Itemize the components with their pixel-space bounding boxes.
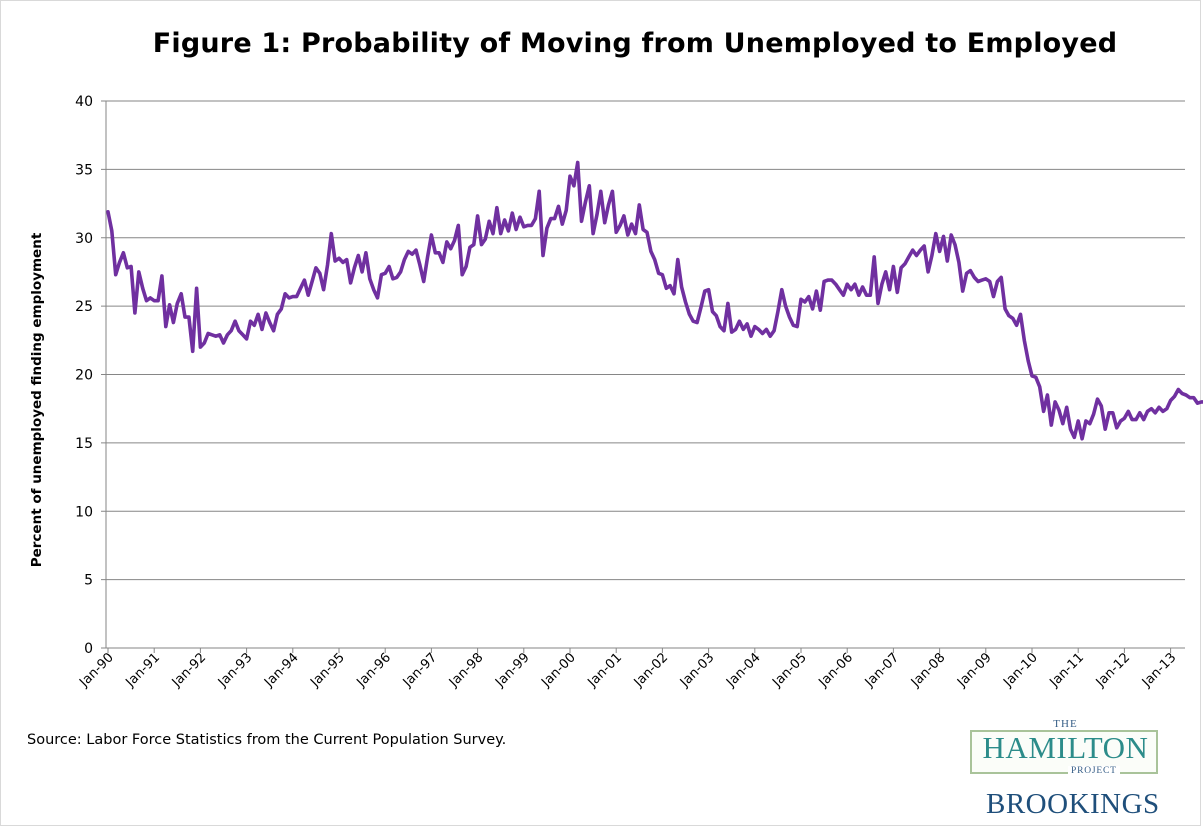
y-tick-label: 25 xyxy=(75,299,93,315)
logo-frame xyxy=(970,730,1158,774)
x-tick-label: Jan-91 xyxy=(123,650,164,691)
x-tick-label: Jan-11 xyxy=(1047,650,1088,691)
x-tick-label: Jan-05 xyxy=(769,650,810,691)
axes xyxy=(101,100,1185,653)
y-tick-labels: 0 5 10 15 20 25 30 35 40 xyxy=(75,94,93,657)
y-tick-label: 10 xyxy=(75,504,93,520)
x-tick-label: Jan-01 xyxy=(585,650,626,691)
x-tick-label: Jan-03 xyxy=(677,650,718,691)
x-tick-label: Jan-97 xyxy=(400,650,441,691)
brookings-logo: BROOKINGS xyxy=(986,788,1160,820)
y-tick-label: 20 xyxy=(75,368,93,384)
y-tick-label: 40 xyxy=(75,94,93,110)
series-layer xyxy=(106,160,1203,441)
y-tick-label: 0 xyxy=(84,641,93,657)
x-tick-label: Jan-92 xyxy=(169,650,210,691)
x-tick-label: Jan-00 xyxy=(538,650,579,691)
x-tick-label: Jan-08 xyxy=(908,650,949,691)
logo-hamilton-text: HAMILTON xyxy=(982,730,1149,765)
x-tick-label: Jan-13 xyxy=(1139,650,1180,691)
series-line xyxy=(106,160,1203,441)
x-tick-label: Jan-99 xyxy=(492,650,533,691)
hamilton-project-logo: THE HAMILTON PROJECT xyxy=(968,718,1186,778)
chart-title: Figure 1: Probability of Moving from Une… xyxy=(152,28,1118,59)
y-tick-label: 5 xyxy=(84,573,93,589)
x-tick-label: Jan-94 xyxy=(261,650,302,691)
x-tick-label: Jan-98 xyxy=(446,650,487,691)
y-tick-label: 30 xyxy=(75,231,93,247)
x-tick-label: Jan-95 xyxy=(307,650,348,691)
gridlines xyxy=(106,100,1185,581)
logo-the-text: THE xyxy=(1053,718,1078,730)
x-tick-label: Jan-90 xyxy=(76,650,117,691)
source-note: Source: Labor Force Statistics from the … xyxy=(27,732,507,748)
x-tick-label: Jan-93 xyxy=(215,650,256,691)
x-tick-label: Jan-09 xyxy=(954,650,995,691)
x-tick-label: Jan-07 xyxy=(862,650,903,691)
x-tick-label: Jan-06 xyxy=(816,650,857,691)
y-tick-label: 35 xyxy=(75,162,93,178)
x-tick-label: Jan-12 xyxy=(1093,650,1134,691)
x-tick-label: Jan-10 xyxy=(1000,650,1041,691)
x-tick-label: Jan-96 xyxy=(354,650,395,691)
logo-project-text: PROJECT xyxy=(1068,766,1120,776)
y-tick-label: 15 xyxy=(75,436,93,452)
x-tick-label: Jan-02 xyxy=(631,650,672,691)
x-tick-label: Jan-04 xyxy=(723,650,764,691)
x-tick-labels: Jan-90 Jan-91 Jan-92 Jan-93 Jan-94 Jan-95 Jan-… xyxy=(76,650,1179,691)
